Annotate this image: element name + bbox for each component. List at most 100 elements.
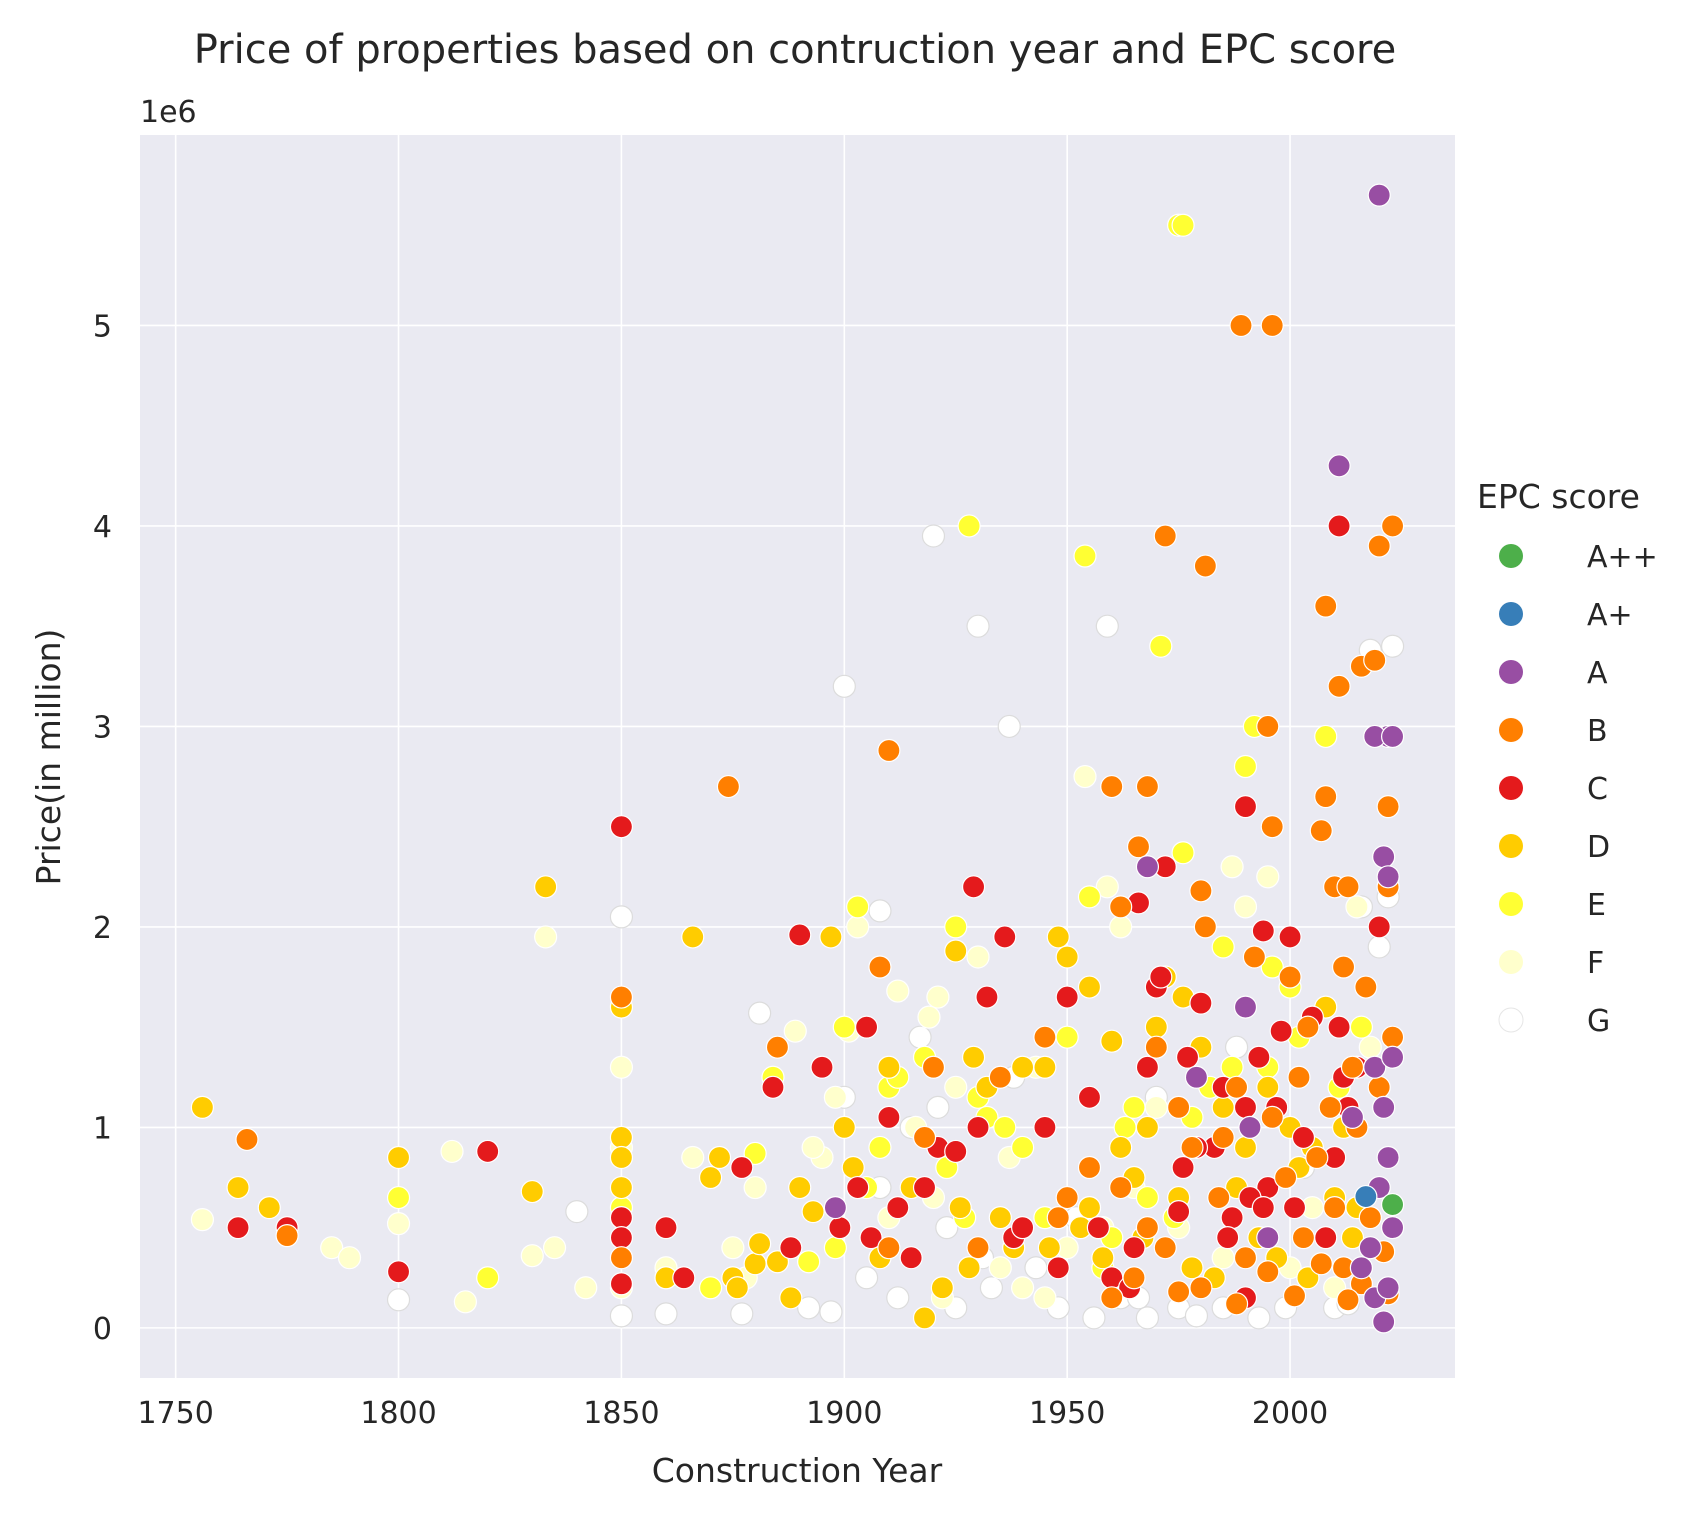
scatter-point — [574, 1276, 598, 1300]
scatter-point — [832, 674, 856, 698]
scatter-point — [1077, 1155, 1102, 1180]
scatter-point — [846, 915, 870, 939]
scatter-point — [1327, 454, 1351, 478]
x-tick-label: 1950 — [1029, 1396, 1105, 1431]
scatter-point — [609, 985, 634, 1009]
scatter-point — [730, 1155, 754, 1180]
scatter-point — [1220, 1055, 1244, 1079]
scatter-point — [810, 1055, 834, 1079]
scatter-point — [912, 1306, 937, 1330]
scatter-point — [1189, 991, 1213, 1015]
scatter-point — [1367, 1075, 1391, 1099]
scatter-point — [1256, 1226, 1280, 1250]
scatter-point — [944, 1139, 968, 1164]
scatter-point — [1171, 213, 1195, 237]
scatter-point — [1073, 764, 1097, 789]
scatter-point — [1349, 1256, 1373, 1280]
scatter-point — [1327, 1015, 1351, 1039]
scatter-point — [1309, 819, 1333, 843]
scatter-point — [1256, 1260, 1280, 1284]
scatter-point — [609, 1226, 634, 1250]
legend-label: A++ — [1587, 540, 1658, 575]
scatter-point — [520, 1244, 544, 1268]
scatter-point — [1180, 1256, 1204, 1280]
scatter-point — [440, 1139, 464, 1164]
scatter-point — [1220, 1206, 1244, 1230]
scatter-point — [1380, 1045, 1405, 1069]
scatter-point — [698, 1165, 723, 1190]
legend-label: F — [1587, 946, 1604, 981]
scatter-point — [926, 985, 950, 1009]
scatter-point — [748, 1232, 772, 1256]
scatter-point — [386, 1185, 411, 1210]
scatter-point — [988, 1256, 1012, 1280]
scatter-point — [1011, 1276, 1035, 1300]
scatter-point — [1109, 915, 1133, 939]
scatter-point — [779, 1286, 803, 1310]
scatter-point — [476, 1266, 500, 1290]
scatter-point — [609, 1304, 634, 1328]
scatter-point — [1314, 784, 1338, 809]
legend-label: A+ — [1587, 598, 1633, 633]
scatter-point — [1046, 1256, 1070, 1280]
scatter-point — [730, 1302, 754, 1326]
scatter-point — [1278, 925, 1302, 949]
scatter-point — [1216, 1226, 1240, 1250]
scatter-point — [453, 1290, 478, 1314]
scatter-point — [698, 1276, 723, 1300]
scatter-point — [1340, 1055, 1365, 1079]
scatter-point — [788, 1175, 812, 1200]
scatter-point — [823, 1236, 847, 1260]
scatter-point — [1314, 724, 1338, 749]
scatter-point — [1233, 754, 1258, 779]
scatter-point — [1233, 1246, 1258, 1270]
scatter-point — [1149, 634, 1173, 658]
scatter-point — [1380, 724, 1405, 749]
scatter-point — [1287, 1065, 1311, 1089]
scatter-point — [1238, 1115, 1262, 1139]
scatter-point — [1144, 1095, 1168, 1119]
scatter-point — [1220, 855, 1244, 879]
scatter-point — [988, 1065, 1012, 1089]
scatter-point — [1046, 1206, 1070, 1230]
scatter-point — [1233, 995, 1258, 1019]
legend-marker — [1499, 834, 1523, 858]
scatter-point — [235, 1127, 259, 1152]
scatter-point — [743, 1175, 767, 1200]
scatter-point — [1082, 1306, 1106, 1330]
scatter-point — [1135, 1216, 1160, 1240]
scatter-point — [1135, 855, 1160, 879]
legend-marker — [1499, 660, 1523, 684]
scatter-point — [534, 875, 558, 899]
scatter-point — [1189, 879, 1213, 903]
scatter-point — [1380, 1216, 1405, 1240]
scatter-point — [1296, 1266, 1320, 1290]
scatter-point — [476, 1139, 500, 1164]
scatter-point — [1149, 965, 1173, 989]
scatter-point — [1278, 965, 1302, 989]
scatter-point — [912, 1125, 937, 1150]
scatter-point — [1100, 774, 1124, 799]
scatter-point — [1274, 1165, 1298, 1190]
scatter-point — [609, 1272, 634, 1296]
scatter-point — [1211, 935, 1235, 959]
scatter-point — [1247, 1306, 1271, 1330]
scatter-point — [823, 1085, 847, 1109]
scatter-point — [1372, 1310, 1396, 1334]
scatter-point — [707, 1145, 732, 1170]
series-A++ — [1380, 1192, 1405, 1217]
scatter-point — [988, 1206, 1012, 1230]
scatter-point — [966, 614, 990, 638]
scatter-point — [1323, 1195, 1347, 1220]
legend-marker — [1499, 950, 1523, 974]
scatter-point — [854, 1015, 879, 1039]
scatter-point — [1242, 945, 1267, 969]
scatter-point — [1314, 594, 1338, 618]
y-tick-label: 5 — [93, 309, 112, 344]
scatter-point — [1055, 1185, 1079, 1210]
scatter-point — [1291, 1125, 1316, 1150]
x-axis-ticks: 1750 1800 1850 1900 1950 2000 — [137, 1396, 1328, 1431]
scatter-point — [1256, 1075, 1280, 1099]
